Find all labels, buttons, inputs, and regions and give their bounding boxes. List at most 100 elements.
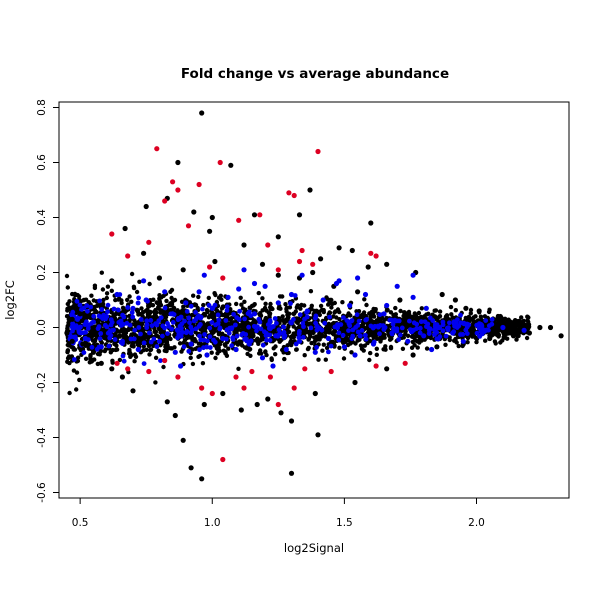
data-point xyxy=(497,313,503,320)
data-point xyxy=(450,330,456,336)
data-point-background xyxy=(195,314,200,320)
data-point-background xyxy=(432,332,437,338)
data-point xyxy=(164,399,170,405)
data-point-background xyxy=(196,294,201,300)
data-point-background xyxy=(302,353,307,358)
data-point xyxy=(355,289,361,295)
data-point xyxy=(368,250,374,256)
data-point xyxy=(296,212,303,218)
data-point-background xyxy=(327,328,332,333)
data-point-background xyxy=(187,320,192,325)
data-point xyxy=(178,363,184,369)
data-point-background xyxy=(362,297,367,302)
data-point-background xyxy=(417,330,423,336)
y-tick-label: -0.6 xyxy=(36,482,48,503)
data-point-background xyxy=(302,330,308,335)
data-point-background xyxy=(144,318,150,324)
data-point-background xyxy=(277,339,282,344)
data-point-background xyxy=(205,309,210,315)
data-point xyxy=(325,335,332,342)
data-point-background xyxy=(324,345,330,351)
data-point-background xyxy=(135,307,140,313)
data-point xyxy=(510,333,517,339)
data-point xyxy=(241,385,247,391)
data-point-background xyxy=(283,302,288,307)
data-point xyxy=(513,319,519,325)
y-tick-label: 0.0 xyxy=(36,319,48,336)
data-point-background xyxy=(158,358,163,363)
data-point-background xyxy=(135,339,140,344)
data-point-background xyxy=(220,304,226,309)
data-point-background xyxy=(282,356,287,362)
data-point-background xyxy=(67,355,72,360)
data-point xyxy=(188,465,194,471)
data-point-background xyxy=(337,345,342,350)
data-point-background xyxy=(378,339,383,344)
data-point xyxy=(119,338,125,344)
data-point-background xyxy=(410,339,415,345)
data-point xyxy=(135,346,141,353)
data-point-background xyxy=(193,346,198,351)
data-point-background xyxy=(204,344,210,350)
data-point-background xyxy=(74,387,79,392)
data-point xyxy=(275,300,281,306)
data-point-background xyxy=(296,331,302,337)
data-point-background xyxy=(298,306,303,311)
data-point-background xyxy=(463,315,468,321)
data-point xyxy=(201,272,207,278)
data-point xyxy=(299,272,305,278)
data-point xyxy=(421,333,427,339)
data-point-background xyxy=(437,309,443,314)
data-point-background xyxy=(186,315,192,321)
data-point-background xyxy=(233,322,238,328)
data-point xyxy=(336,245,342,251)
data-point-background xyxy=(323,330,328,335)
data-point-background xyxy=(239,302,244,307)
data-point-background xyxy=(179,325,184,331)
data-point-background xyxy=(295,320,300,325)
data-point xyxy=(299,247,305,254)
data-point-background xyxy=(433,308,439,313)
points-layer xyxy=(64,110,564,482)
data-point xyxy=(262,283,268,289)
data-point-background xyxy=(158,330,163,335)
data-point-background xyxy=(406,311,412,317)
data-point-background xyxy=(132,359,137,364)
data-point-background xyxy=(189,327,195,333)
data-point xyxy=(310,261,316,267)
data-point-background xyxy=(89,344,95,350)
data-point xyxy=(125,366,131,372)
data-point-background xyxy=(493,341,498,346)
y-tick-label: -0.4 xyxy=(36,427,48,448)
data-point xyxy=(220,335,226,342)
data-point-background xyxy=(206,295,211,301)
data-point-background xyxy=(387,317,393,323)
data-point-background xyxy=(426,328,432,333)
data-point xyxy=(558,333,564,339)
data-point-background xyxy=(237,308,243,314)
data-point-background xyxy=(94,303,100,308)
x-tick-label: 1.0 xyxy=(204,517,221,529)
data-point-background xyxy=(384,315,389,321)
data-point-background xyxy=(129,271,135,277)
data-point-background xyxy=(224,304,230,310)
data-point-background xyxy=(491,331,496,336)
data-point-background xyxy=(141,340,147,346)
data-point-background xyxy=(314,345,319,350)
data-point-background xyxy=(224,353,230,358)
data-point xyxy=(307,187,313,193)
data-point xyxy=(275,272,281,278)
data-point xyxy=(312,390,318,397)
data-point-background xyxy=(99,270,105,275)
data-point-background xyxy=(92,283,98,288)
data-point-background xyxy=(200,361,206,366)
data-point xyxy=(209,390,215,397)
data-point-background xyxy=(367,338,373,344)
data-point-background xyxy=(102,336,107,341)
data-point-background xyxy=(135,300,141,306)
data-point-background xyxy=(89,293,94,298)
data-point-background xyxy=(402,314,407,319)
data-point-background xyxy=(119,300,124,306)
data-point xyxy=(98,344,104,350)
data-point-background xyxy=(213,322,219,328)
